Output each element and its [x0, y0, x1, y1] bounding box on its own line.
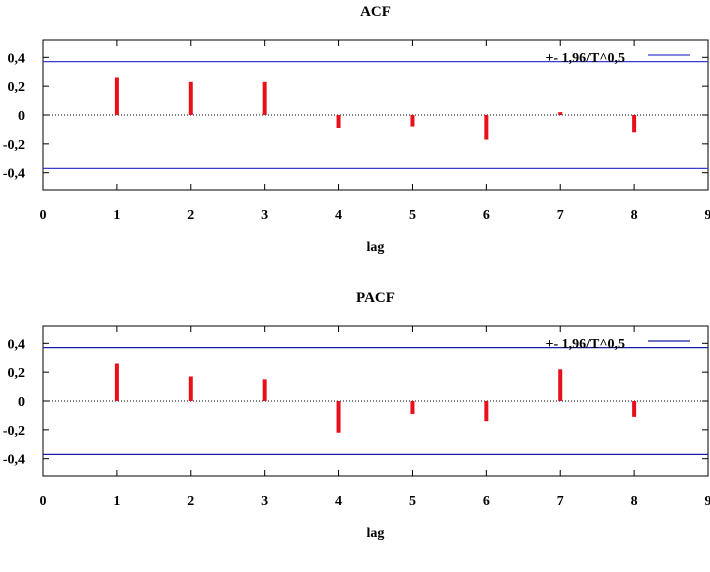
pacf-ytick-label: 0,4 — [8, 337, 26, 352]
acf-xaxis-label: lag — [367, 240, 385, 255]
acf-xtick-label: 5 — [409, 208, 416, 223]
pacf-xtick-label: 1 — [113, 494, 120, 509]
acf-bar-lag-5 — [410, 115, 415, 127]
pacf-bar-lag-4 — [336, 401, 341, 433]
pacf-bar-lag-6 — [484, 401, 489, 422]
acf-bar-lag-7 — [558, 112, 563, 115]
acf-bar-lag-3 — [262, 81, 267, 115]
acf-xtick-label: 7 — [557, 208, 564, 223]
pacf-xtick-label: 3 — [261, 494, 268, 509]
acf-xtick-label: 6 — [483, 208, 490, 223]
acf-bar-lag-1 — [114, 77, 119, 115]
pacf-bar-lag-8 — [632, 401, 637, 417]
acf-bar-lag-2 — [188, 81, 193, 115]
acf-chart: ACF 0,4 0,2 0 -0,2 -0,4 0 1 2 3 4 5 6 7 8 9 lag +- 1,96/T… — [3, 4, 710, 255]
acf-xtick-label: 0 — [40, 208, 47, 223]
acf-bar-lag-4 — [336, 115, 341, 128]
acf-xtick-label: 9 — [705, 208, 710, 223]
pacf-bar-lag-7 — [558, 369, 563, 401]
pacf-xaxis-label: lag — [367, 526, 385, 541]
acf-ytick-label: -0,4 — [3, 167, 25, 182]
acf-ytick-label: 0 — [18, 109, 25, 124]
pacf-ytick-label: 0 — [18, 395, 25, 410]
pacf-bar-lag-2 — [188, 376, 193, 401]
pacf-title: PACF — [356, 290, 395, 306]
acf-title: ACF — [360, 4, 391, 20]
acf-legend-label: +- 1,96/T^0,5 — [545, 51, 625, 66]
pacf-bar-lag-3 — [262, 379, 267, 401]
pacf-xtick-label: 7 — [557, 494, 564, 509]
acf-bar-lag-8 — [632, 115, 637, 133]
pacf-xtick-label: 2 — [187, 494, 194, 509]
acf-xtick-label: 2 — [187, 208, 194, 223]
acf-xtick-label: 1 — [113, 208, 120, 223]
acf-ytick-label: 0,2 — [8, 80, 26, 95]
pacf-ytick-label: -0,2 — [3, 424, 25, 439]
acf-xtick-label: 4 — [335, 208, 342, 223]
pacf-bar-lag-1 — [114, 363, 119, 401]
pacf-ytick-label: 0,2 — [8, 366, 26, 381]
pacf-legend-label: +- 1,96/T^0,5 — [545, 337, 625, 352]
acf-ytick-label: 0,4 — [8, 51, 26, 66]
acf-xtick-label: 3 — [261, 208, 268, 223]
pacf-xtick-label: 4 — [335, 494, 342, 509]
acf-xtick-label: 8 — [631, 208, 638, 223]
pacf-xtick-label: 5 — [409, 494, 416, 509]
acf-ytick-label: -0,2 — [3, 138, 25, 153]
acf-bar-lag-6 — [484, 115, 489, 140]
pacf-xtick-label: 9 — [705, 494, 710, 509]
pacf-bar-lag-5 — [410, 401, 415, 414]
pacf-ytick-label: -0,4 — [3, 453, 25, 468]
pacf-chart: PACF 0,4 0,2 0 -0,2 -0,4 0 1 2 3 4 5 6 7 8 9 lag +- 1,96/… — [3, 290, 710, 541]
pacf-xtick-label: 6 — [483, 494, 490, 509]
pacf-xtick-label: 8 — [631, 494, 638, 509]
pacf-xtick-label: 0 — [40, 494, 47, 509]
